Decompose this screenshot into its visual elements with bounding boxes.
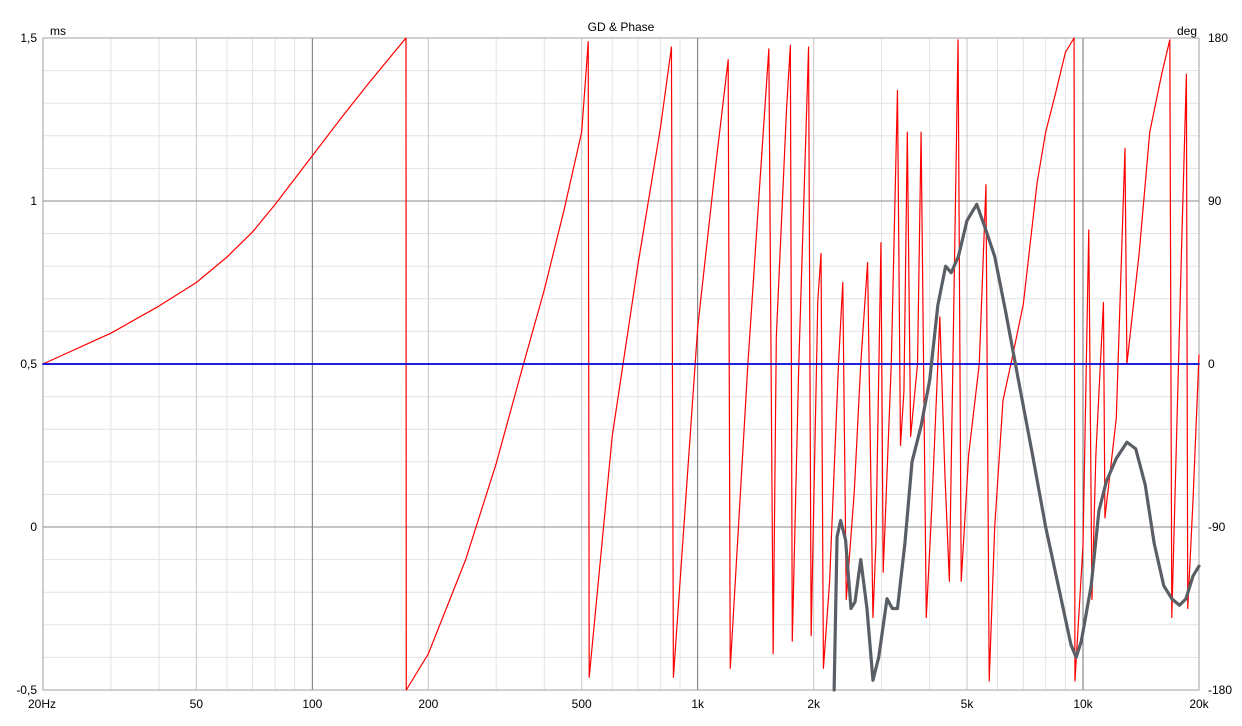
x-tick-label: 2k	[807, 697, 821, 711]
y-left-unit-label: ms	[50, 24, 66, 38]
y-left-tick-label: 0	[30, 520, 37, 534]
x-tick-label: 50	[190, 697, 204, 711]
y-right-tick-label: 90	[1208, 194, 1222, 208]
tick-labels: 20Hz 50 100 200 500 1k 2k 5k 10k 20k 1,5 1 0,5 0 -0,5 1…	[16, 31, 1232, 711]
x-tick-label: 20Hz	[28, 697, 56, 711]
x-tick-label: 100	[302, 697, 322, 711]
x-tick-label: 20k	[1189, 697, 1209, 711]
x-tick-label: 1k	[691, 697, 705, 711]
x-tick-label: 500	[572, 697, 592, 711]
y-right-unit-label: deg	[1177, 24, 1197, 38]
y-right-tick-label: -180	[1208, 683, 1232, 697]
series-line-2	[832, 202, 1201, 692]
series-line-0	[42, 37, 1200, 691]
y-right-tick-label: -90	[1208, 520, 1226, 534]
x-tick-label: 10k	[1073, 697, 1093, 711]
y-left-tick-label: -0,5	[16, 683, 37, 697]
x-tick-label: 5k	[961, 697, 975, 711]
series-group	[42, 37, 1201, 692]
y-right-tick-label: 0	[1208, 357, 1215, 371]
x-tick-label: 200	[418, 697, 438, 711]
chart-title: GD & Phase	[588, 20, 655, 34]
y-left-tick-label: 0,5	[20, 357, 37, 371]
y-right-tick-label: 180	[1208, 31, 1228, 45]
y-left-tick-label: 1,5	[20, 31, 37, 45]
y-left-tick-label: 1	[30, 194, 37, 208]
